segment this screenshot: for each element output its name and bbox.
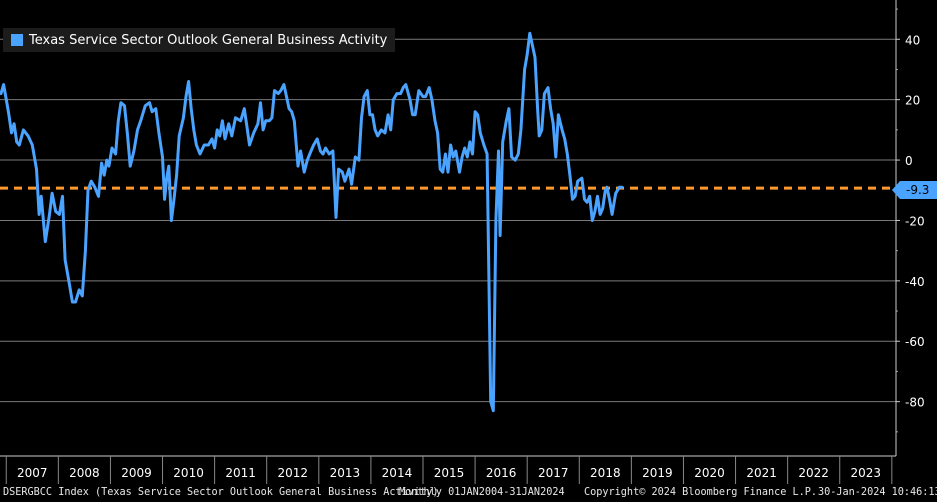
x-tick-label: 2013 <box>330 466 361 480</box>
legend-swatch <box>11 34 23 46</box>
legend-label: Texas Service Sector Outlook General Bus… <box>29 32 388 48</box>
x-tick-label: 2022 <box>798 466 829 480</box>
x-tick-label: 2021 <box>746 466 777 480</box>
x-tick-label: 2017 <box>538 466 569 480</box>
legend: Texas Service Sector Outlook General Bus… <box>3 28 396 52</box>
y-tick-label: -80 <box>905 396 925 410</box>
gridlines <box>0 38 896 403</box>
x-axis: 2007 2008 2009 2010 2011 2012 2013 2014 2015 2016… <box>0 455 896 484</box>
x-tick-label: 2008 <box>69 466 100 480</box>
x-tick-label: 2016 <box>486 466 517 480</box>
series-line <box>0 31 624 413</box>
x-tick-label: 2009 <box>121 466 152 480</box>
x-tick-label: 2019 <box>642 466 673 480</box>
x-tick-label: 2010 <box>173 466 204 480</box>
y-tick-label: -60 <box>905 335 925 349</box>
footer: DSERGBCC Index (Texas Service Sector Out… <box>0 485 937 502</box>
footer-range: Monthly 01JAN2004-31JAN2024 <box>399 487 565 498</box>
x-tick-label: 2011 <box>225 466 256 480</box>
y-axis: 40 20 0 -20 -40 -60 -80 <box>895 0 925 456</box>
y-tick-label: 20 <box>905 94 920 108</box>
x-tick-label: 2015 <box>434 466 465 480</box>
x-tick-label: 2014 <box>382 466 413 480</box>
footer-timestamp: 30-Jan-2024 10:46:13 <box>818 487 937 498</box>
y-tick-label: 40 <box>905 33 920 47</box>
y-tick-label: -40 <box>905 275 925 289</box>
footer-index: DSERGBCC Index (Texas Service Sector Out… <box>3 487 439 498</box>
y-tick-label: -20 <box>905 214 925 228</box>
x-tick-label: 2007 <box>17 466 48 480</box>
x-tick-label: 2020 <box>694 466 725 480</box>
footer-copyright: Copyright© 2024 Bloomberg Finance L.P. <box>584 487 818 498</box>
x-tick-label: 2023 <box>851 466 882 480</box>
x-tick-label: 2018 <box>590 466 621 480</box>
y-tick-label: 0 <box>905 154 913 168</box>
x-tick-label: 2012 <box>277 466 308 480</box>
last-value-badge: -9.3 <box>892 181 937 199</box>
